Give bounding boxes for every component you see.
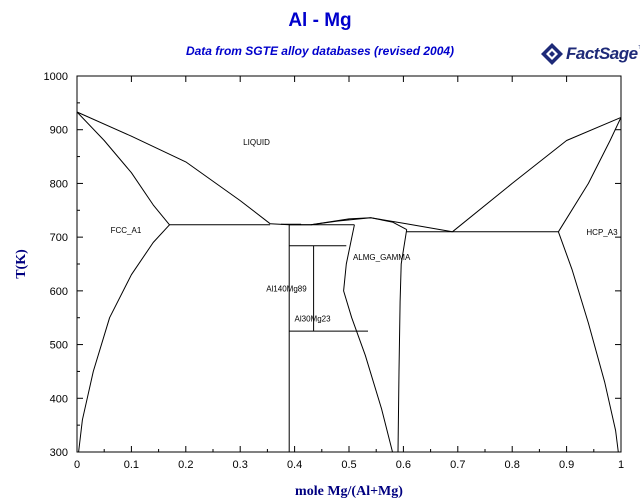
phase-label: Al140Mg89 [266, 284, 307, 293]
y-tick-label: 300 [50, 447, 68, 459]
y-tick-label: 600 [50, 286, 68, 298]
phase-boundary-1 [76, 111, 271, 225]
phase-boundary-13 [397, 229, 408, 453]
phase-boundary-16 [557, 117, 622, 233]
x-tick-label: 0.7 [450, 459, 465, 471]
logo-trademark: ™ [638, 44, 640, 55]
chart-subtitle: Data from SGTE alloy databases (revised … [185, 44, 455, 58]
x-tick-label: 0.9 [559, 459, 574, 471]
chart-title: Al - Mg [288, 10, 352, 31]
x-tick-label: 0.4 [287, 459, 302, 471]
y-axis-label: T(K) [14, 249, 29, 279]
y-tick-label: 400 [50, 393, 68, 405]
phase-labels: LIQUID FCC_A1 HCP_A3 ALMG_GAMMA Al140Mg89 Al3… [111, 138, 618, 324]
phase-boundary-17 [557, 231, 619, 453]
y-tick-label: 700 [50, 232, 68, 244]
y-tick-label: 1000 [44, 71, 68, 83]
phase-boundary-12 [343, 224, 393, 453]
phase-boundary-2 [78, 224, 170, 453]
factsage-logo: FactSage™ [540, 38, 640, 70]
x-tick-label: 0.8 [505, 459, 520, 471]
x-tick-label: 0.5 [341, 459, 356, 471]
phase-label: Al30Mg23 [295, 314, 332, 323]
x-tick-label: 0.6 [396, 459, 411, 471]
plot-area-frame [76, 75, 622, 453]
factsage-logo-icon [541, 43, 563, 65]
logo-text: FactSage [566, 44, 638, 63]
x-tick-label: 0.2 [178, 459, 193, 471]
phase-boundary-0 [76, 111, 170, 226]
x-tick-label: 0 [74, 459, 80, 471]
x-axis-ticks: 0 0.1 0.2 0.3 0.4 0.5 0.6 0.7 0.8 0.9 1 [74, 76, 624, 471]
y-tick-label: 900 [50, 125, 68, 137]
phase-label: HCP_A3 [586, 228, 618, 237]
y-tick-label: 500 [50, 340, 68, 352]
phase-label: FCC_A1 [111, 226, 142, 235]
x-tick-label: 0.3 [233, 459, 248, 471]
phase-boundaries [76, 111, 622, 453]
y-axis-ticks: 300 400 500 600 700 800 900 1000 [44, 71, 621, 459]
x-tick-label: 0.1 [124, 459, 139, 471]
y-tick-label: 800 [50, 178, 68, 190]
phase-label: ALMG_GAMMA [353, 253, 411, 262]
phase-boundary-15 [452, 116, 622, 233]
phase-label: LIQUID [243, 138, 270, 147]
phase-boundary-6 [310, 217, 407, 231]
x-tick-label: 1 [618, 459, 624, 471]
x-axis-label: mole Mg/(Al+Mg) [295, 484, 403, 499]
